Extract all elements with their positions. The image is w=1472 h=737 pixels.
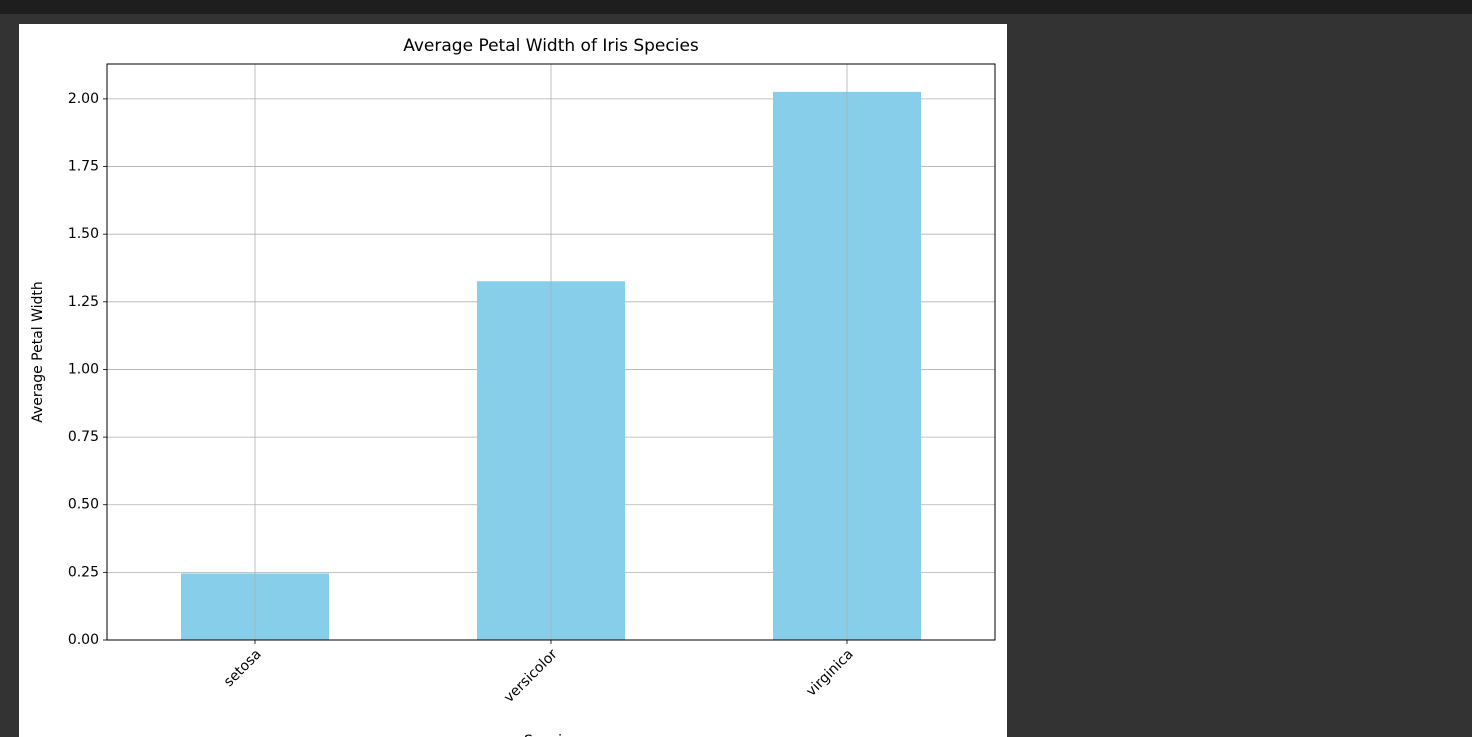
- y-tick-label: 2.00: [68, 91, 99, 107]
- y-tick-label: 0.00: [68, 632, 99, 648]
- figure: Average Petal Width of Iris Species Spec…: [19, 24, 1007, 737]
- y-tick-label: 0.50: [68, 497, 99, 513]
- y-tick-label: 1.25: [68, 294, 99, 310]
- y-tick-label: 0.25: [68, 564, 99, 580]
- y-tick-label: 1.00: [68, 361, 99, 377]
- y-tick-label: 0.75: [68, 429, 99, 445]
- x-axis-label: Species: [524, 733, 578, 737]
- plot-frame: [106, 63, 996, 641]
- x-tick-label: versicolor: [501, 646, 561, 706]
- x-tick-label: setosa: [221, 646, 265, 690]
- top-bar: [0, 0, 1472, 14]
- chart: Average Petal Width of Iris Species Spec…: [30, 36, 996, 737]
- chart-title: Average Petal Width of Iris Species: [403, 36, 699, 56]
- y-tick-label: 1.50: [68, 226, 99, 242]
- y-tick-label: 1.75: [68, 159, 99, 175]
- x-tick-label: virginica: [803, 646, 856, 699]
- y-axis-label: Average Petal Width: [30, 281, 46, 423]
